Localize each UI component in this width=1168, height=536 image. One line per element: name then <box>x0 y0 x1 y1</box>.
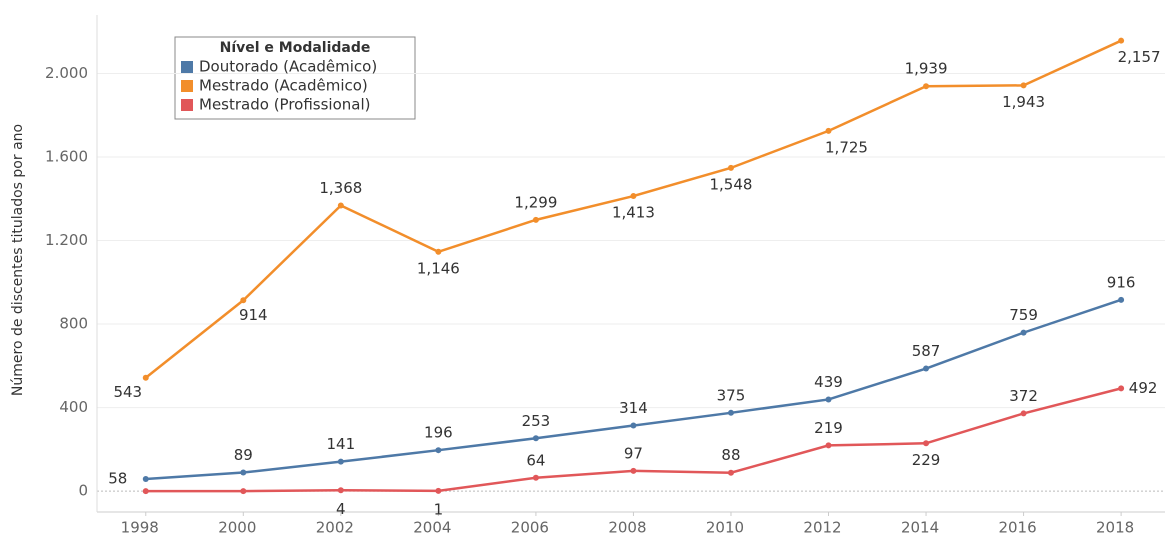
legend-label: Mestrado (Acadêmico) <box>199 77 368 95</box>
point <box>532 474 539 481</box>
data-label: 587 <box>912 342 941 360</box>
legend-swatch <box>181 80 193 92</box>
data-label: 1,299 <box>514 193 557 211</box>
point <box>142 476 149 483</box>
data-label: 2,157 <box>1118 48 1161 66</box>
point <box>727 469 734 476</box>
point <box>240 297 247 304</box>
point <box>1118 385 1125 392</box>
data-label: 914 <box>239 306 268 324</box>
legend-title: Nível e Modalidade <box>220 40 371 56</box>
point <box>240 469 247 476</box>
point <box>1118 296 1125 303</box>
x-tick-label: 2018 <box>1096 519 1134 536</box>
x-tick-label: 2012 <box>803 519 841 536</box>
point <box>532 216 539 223</box>
data-label: 97 <box>624 444 643 462</box>
point <box>923 83 930 90</box>
data-label: 196 <box>424 424 453 442</box>
point <box>435 447 442 454</box>
point <box>435 248 442 255</box>
data-label: 1,368 <box>319 179 362 197</box>
data-label: 439 <box>814 373 843 391</box>
x-tick-label: 2002 <box>316 519 354 536</box>
data-label: 492 <box>1129 379 1158 397</box>
data-label: 543 <box>113 383 142 401</box>
y-tick-label: 1.600 <box>45 148 88 166</box>
x-tick-label: 2010 <box>706 519 744 536</box>
y-tick-label: 400 <box>59 398 88 416</box>
legend-swatch <box>181 61 193 73</box>
x-tick-label: 2008 <box>608 519 646 536</box>
data-label: 1,725 <box>825 138 868 156</box>
legend-label: Mestrado (Profissional) <box>199 96 370 114</box>
data-label: 253 <box>522 412 551 430</box>
data-label: 229 <box>912 451 941 469</box>
y-tick-label: 1.200 <box>45 231 88 249</box>
point <box>630 193 637 200</box>
point <box>825 442 832 449</box>
data-label: 372 <box>1009 387 1038 405</box>
data-label: 759 <box>1009 306 1038 324</box>
data-label: 1,413 <box>612 204 655 222</box>
y-tick-label: 800 <box>59 315 88 333</box>
data-label: 89 <box>234 446 253 464</box>
point <box>923 365 930 372</box>
data-label: 64 <box>526 451 545 469</box>
data-label: 375 <box>717 386 746 404</box>
data-label: 1,939 <box>905 60 948 78</box>
data-label: 58 <box>108 470 127 488</box>
point <box>630 422 637 429</box>
data-label: 1 <box>434 500 444 518</box>
point <box>240 488 247 495</box>
point <box>1020 410 1027 417</box>
point <box>923 440 930 447</box>
data-label: 314 <box>619 399 648 417</box>
data-label: 916 <box>1107 273 1136 291</box>
x-tick-label: 2004 <box>413 519 451 536</box>
y-axis-label: Número de discentes titulados por ano <box>10 124 26 396</box>
point <box>532 435 539 442</box>
legend-box <box>174 36 416 120</box>
data-label: 141 <box>327 435 356 453</box>
point <box>727 164 734 171</box>
point <box>435 487 442 494</box>
x-tick-label: 2014 <box>901 519 939 536</box>
data-label: 219 <box>814 419 843 437</box>
data-label: 4 <box>336 500 346 518</box>
x-tick-label: 2000 <box>218 519 256 536</box>
x-tick-label: 2016 <box>998 519 1036 536</box>
point <box>142 488 149 495</box>
data-label: 1,548 <box>709 175 752 193</box>
x-tick-label: 1998 <box>121 519 159 536</box>
point <box>337 458 344 465</box>
point <box>337 202 344 209</box>
point <box>825 127 832 134</box>
legend-label: Doutorado (Acadêmico) <box>199 58 377 76</box>
data-label: 1,146 <box>417 259 460 277</box>
point <box>825 396 832 403</box>
legend-swatch <box>181 99 193 111</box>
data-label: 1,943 <box>1002 93 1045 111</box>
point <box>1118 37 1125 44</box>
point <box>630 467 637 474</box>
point <box>1020 82 1027 89</box>
point <box>337 487 344 494</box>
y-tick-label: 0 <box>78 482 88 500</box>
point <box>1020 329 1027 336</box>
point <box>142 374 149 381</box>
x-tick-label: 2006 <box>511 519 549 536</box>
y-tick-label: 2.000 <box>45 64 88 82</box>
point <box>727 409 734 416</box>
data-label: 88 <box>721 446 740 464</box>
